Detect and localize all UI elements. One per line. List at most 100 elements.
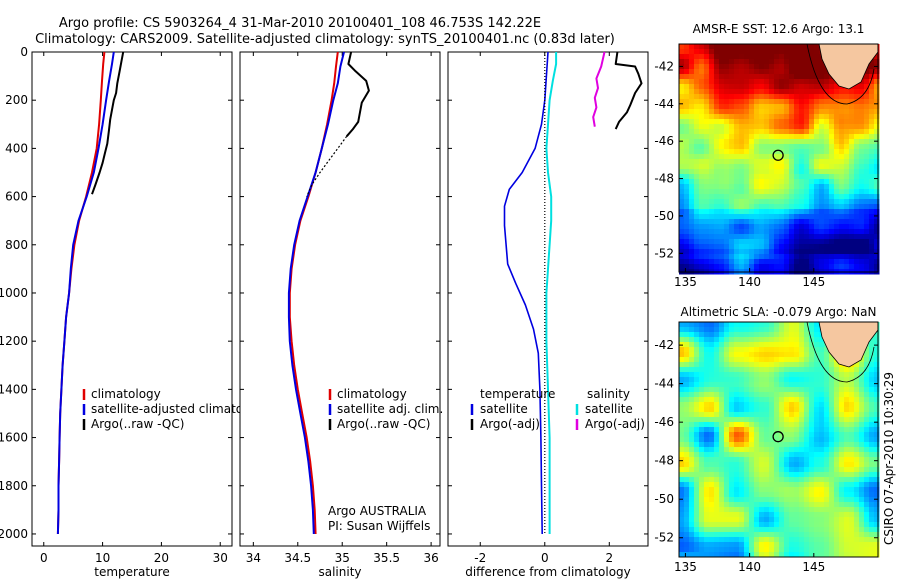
map-cell	[724, 94, 730, 100]
map-cell	[704, 492, 710, 498]
map-cell	[689, 199, 695, 205]
map-cell	[784, 129, 790, 135]
map-cell	[809, 387, 815, 393]
map-cell	[679, 44, 685, 50]
map-cell	[699, 189, 705, 195]
map-cell	[734, 149, 740, 155]
map-cell	[699, 229, 705, 235]
map-cell	[689, 422, 695, 428]
map-cell	[694, 224, 700, 230]
map-cell	[719, 169, 725, 175]
map-cell	[844, 94, 850, 100]
map-cell	[759, 347, 765, 353]
map-cell	[819, 244, 825, 250]
map-cell	[834, 244, 840, 250]
map-cell	[734, 194, 740, 200]
map-cell	[819, 377, 825, 383]
map-cell	[829, 239, 835, 245]
map-cell	[864, 527, 870, 533]
map-cell	[749, 487, 755, 493]
map-cell	[779, 447, 785, 453]
map-cell	[794, 264, 800, 270]
map-cell	[714, 89, 720, 95]
map-cell	[699, 159, 705, 165]
map-cell	[844, 224, 850, 230]
map-cell	[714, 94, 720, 100]
map-cell	[834, 149, 840, 155]
map-cell	[814, 467, 820, 473]
map-cell	[874, 332, 880, 338]
map-cell	[809, 104, 815, 110]
map-cell	[764, 342, 770, 348]
map-cell	[814, 552, 820, 558]
map-cell	[844, 507, 850, 513]
map-cell	[714, 54, 720, 60]
map-cell	[829, 129, 835, 135]
map-cell	[684, 214, 690, 220]
map-cell	[784, 372, 790, 378]
map-cell	[844, 462, 850, 468]
map-cell	[684, 149, 690, 155]
map-cell	[874, 452, 880, 458]
map-cell	[824, 537, 830, 543]
map-cell	[844, 244, 850, 250]
map-cell	[874, 94, 880, 100]
map-cell	[804, 427, 810, 433]
map-cell	[809, 224, 815, 230]
map-cell	[829, 502, 835, 508]
map-cell	[699, 497, 705, 503]
map-cell	[689, 457, 695, 463]
series-line-3	[592, 51, 606, 127]
map-cell	[809, 477, 815, 483]
map-cell	[759, 447, 765, 453]
map-cell	[824, 219, 830, 225]
map-cell	[729, 194, 735, 200]
y-tick-label: 2000	[0, 527, 28, 541]
y-tick-label: 400	[5, 141, 28, 155]
map-cell	[824, 452, 830, 458]
map-cell	[739, 119, 745, 125]
map-cell	[684, 327, 690, 333]
map-cell	[689, 249, 695, 255]
map-cell	[769, 149, 775, 155]
map-cell	[829, 169, 835, 175]
map-cell	[779, 229, 785, 235]
map-cell	[814, 542, 820, 548]
map-cell	[684, 99, 690, 105]
map-cell	[694, 214, 700, 220]
map-cell	[684, 472, 690, 478]
map-cell	[774, 219, 780, 225]
map-cell	[739, 139, 745, 145]
map-cell	[839, 109, 845, 115]
map-cell	[719, 417, 725, 423]
map-cell	[789, 59, 795, 65]
map-cell	[824, 209, 830, 215]
map-cell	[754, 94, 760, 100]
map-cell	[859, 154, 865, 160]
map-title: AMSR-E SST: 12.6 Argo: 13.1	[693, 22, 865, 36]
map-y-tick-label: -42	[654, 59, 674, 73]
map-cell	[869, 427, 875, 433]
map-cell	[849, 482, 855, 488]
map-cell	[864, 179, 870, 185]
map-cell	[724, 532, 730, 538]
map-cell	[849, 134, 855, 140]
map-cell	[714, 174, 720, 180]
map-cell	[719, 362, 725, 368]
map-cell	[814, 259, 820, 265]
map-cell	[844, 229, 850, 235]
map-cell	[844, 129, 850, 135]
map-cell	[684, 507, 690, 513]
map-cell	[869, 259, 875, 265]
map-cell	[829, 104, 835, 110]
map-cell	[839, 397, 845, 403]
map-cell	[799, 144, 805, 150]
map-cell	[699, 362, 705, 368]
map-cell	[799, 204, 805, 210]
map-cell	[784, 89, 790, 95]
map-cell	[819, 219, 825, 225]
map-cell	[704, 119, 710, 125]
map-cell	[799, 59, 805, 65]
map-cell	[834, 527, 840, 533]
map-cell	[739, 537, 745, 543]
